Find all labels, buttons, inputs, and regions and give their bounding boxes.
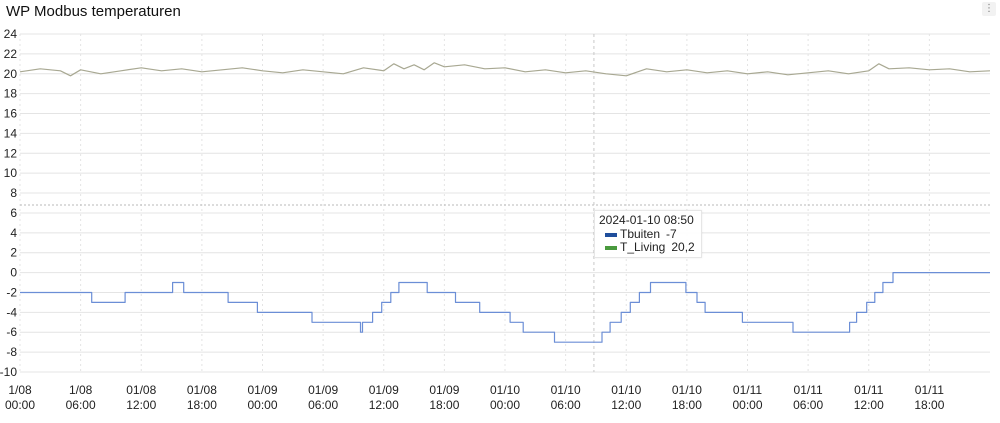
tooltip-time: 2024-01-10 08:50 — [599, 213, 694, 227]
y-tick-label: -2 — [6, 285, 17, 299]
y-tick-label: 12 — [4, 146, 18, 160]
x-tick-label-date: 01/10 — [490, 383, 520, 397]
x-tick-label-date: 01/11 — [915, 383, 944, 397]
x-tick-label-date: 01/11 — [794, 383, 823, 397]
series-line-tbuiten — [20, 272, 990, 343]
y-tick-label: 10 — [4, 166, 18, 180]
x-tick-label-time: 12:00 — [369, 398, 399, 412]
x-tick-label-time: 06:00 — [793, 398, 823, 412]
x-tick-label-time: 12:00 — [126, 398, 156, 412]
x-tick-label-date: 01/08 — [187, 383, 217, 397]
x-tick-label-time: 18:00 — [914, 398, 944, 412]
x-tick-label-time: 06:00 — [308, 398, 338, 412]
tooltip-name-tbuiten: Tbuiten — [620, 227, 661, 241]
tooltip-swatch-tbuiten — [605, 232, 617, 237]
x-tick-label-time: 18:00 — [429, 398, 459, 412]
y-tick-label: 4 — [10, 226, 17, 240]
y-tick-label: 22 — [4, 47, 18, 61]
x-tick-label-date: 01/10 — [551, 383, 581, 397]
x-tick-label-date: 01/11 — [733, 383, 762, 397]
x-tick-label-date: 1/08 — [69, 383, 93, 397]
y-tick-label: 2 — [10, 246, 17, 260]
tooltip-value-tbuiten: -7 — [666, 227, 677, 241]
y-tick-label: 24 — [4, 27, 18, 41]
x-tick-label-time: 12:00 — [854, 398, 884, 412]
x-tick-label-date: 01/09 — [308, 383, 338, 397]
tooltip-value-t-living: 20,2 — [671, 240, 695, 254]
tooltip-row-t-living: T_Living 20,2 — [599, 241, 695, 254]
y-tick-label: 16 — [4, 107, 18, 121]
y-tick-label: 18 — [4, 87, 18, 101]
y-tick-label: -10 — [0, 365, 17, 379]
y-tick-label: -8 — [6, 345, 17, 359]
x-tick-label-time: 00:00 — [732, 398, 762, 412]
grid-lines — [19, 33, 990, 373]
x-tick-label-time: 18:00 — [672, 398, 702, 412]
x-tick-label-time: 06:00 — [66, 398, 96, 412]
x-tick-label-time: 06:00 — [551, 398, 581, 412]
x-tick-label-date: 01/10 — [672, 383, 702, 397]
x-tick-label-time: 00:00 — [5, 398, 35, 412]
x-axis-ticks: 1/0800:001/0806:0001/0812:0001/0818:0001… — [5, 383, 945, 412]
x-tick-label-date: 01/11 — [854, 383, 883, 397]
x-tick-label-date: 1/08 — [8, 383, 32, 397]
tooltip-swatch-t-living — [605, 245, 617, 250]
panel-title: WP Modbus temperaturen — [6, 3, 181, 20]
x-tick-label-date: 01/09 — [247, 383, 277, 397]
tooltip-name-t-living: T_Living — [620, 240, 666, 254]
y-tick-label: -6 — [6, 325, 17, 339]
y-tick-label: 8 — [10, 186, 17, 200]
series-lines — [19, 62, 991, 343]
x-tick-label-date: 01/09 — [369, 383, 399, 397]
y-tick-label: 0 — [10, 266, 17, 280]
x-tick-label-date: 01/10 — [611, 383, 641, 397]
y-tick-label: -4 — [6, 305, 17, 319]
x-tick-label-date: 01/08 — [126, 383, 156, 397]
x-tick-label-time: 00:00 — [490, 398, 520, 412]
y-tick-label: 14 — [4, 126, 18, 140]
hover-tooltip: 2024-01-10 08:50 Tbuiten -7 T_Living 20,2 — [594, 210, 702, 258]
x-tick-label-date: 01/09 — [429, 383, 459, 397]
tooltip-row-tbuiten: Tbuiten -7 — [599, 228, 695, 241]
chart-overlays — [20, 34, 990, 372]
x-tick-label-time: 18:00 — [187, 398, 217, 412]
y-tick-label: 20 — [4, 67, 18, 81]
x-tick-label-time: 12:00 — [611, 398, 641, 412]
panel-menu-icon[interactable]: ⋮ — [982, 2, 996, 16]
series-line-t-living — [19, 62, 991, 77]
y-tick-label: 6 — [10, 206, 17, 220]
x-tick-label-time: 00:00 — [247, 398, 277, 412]
